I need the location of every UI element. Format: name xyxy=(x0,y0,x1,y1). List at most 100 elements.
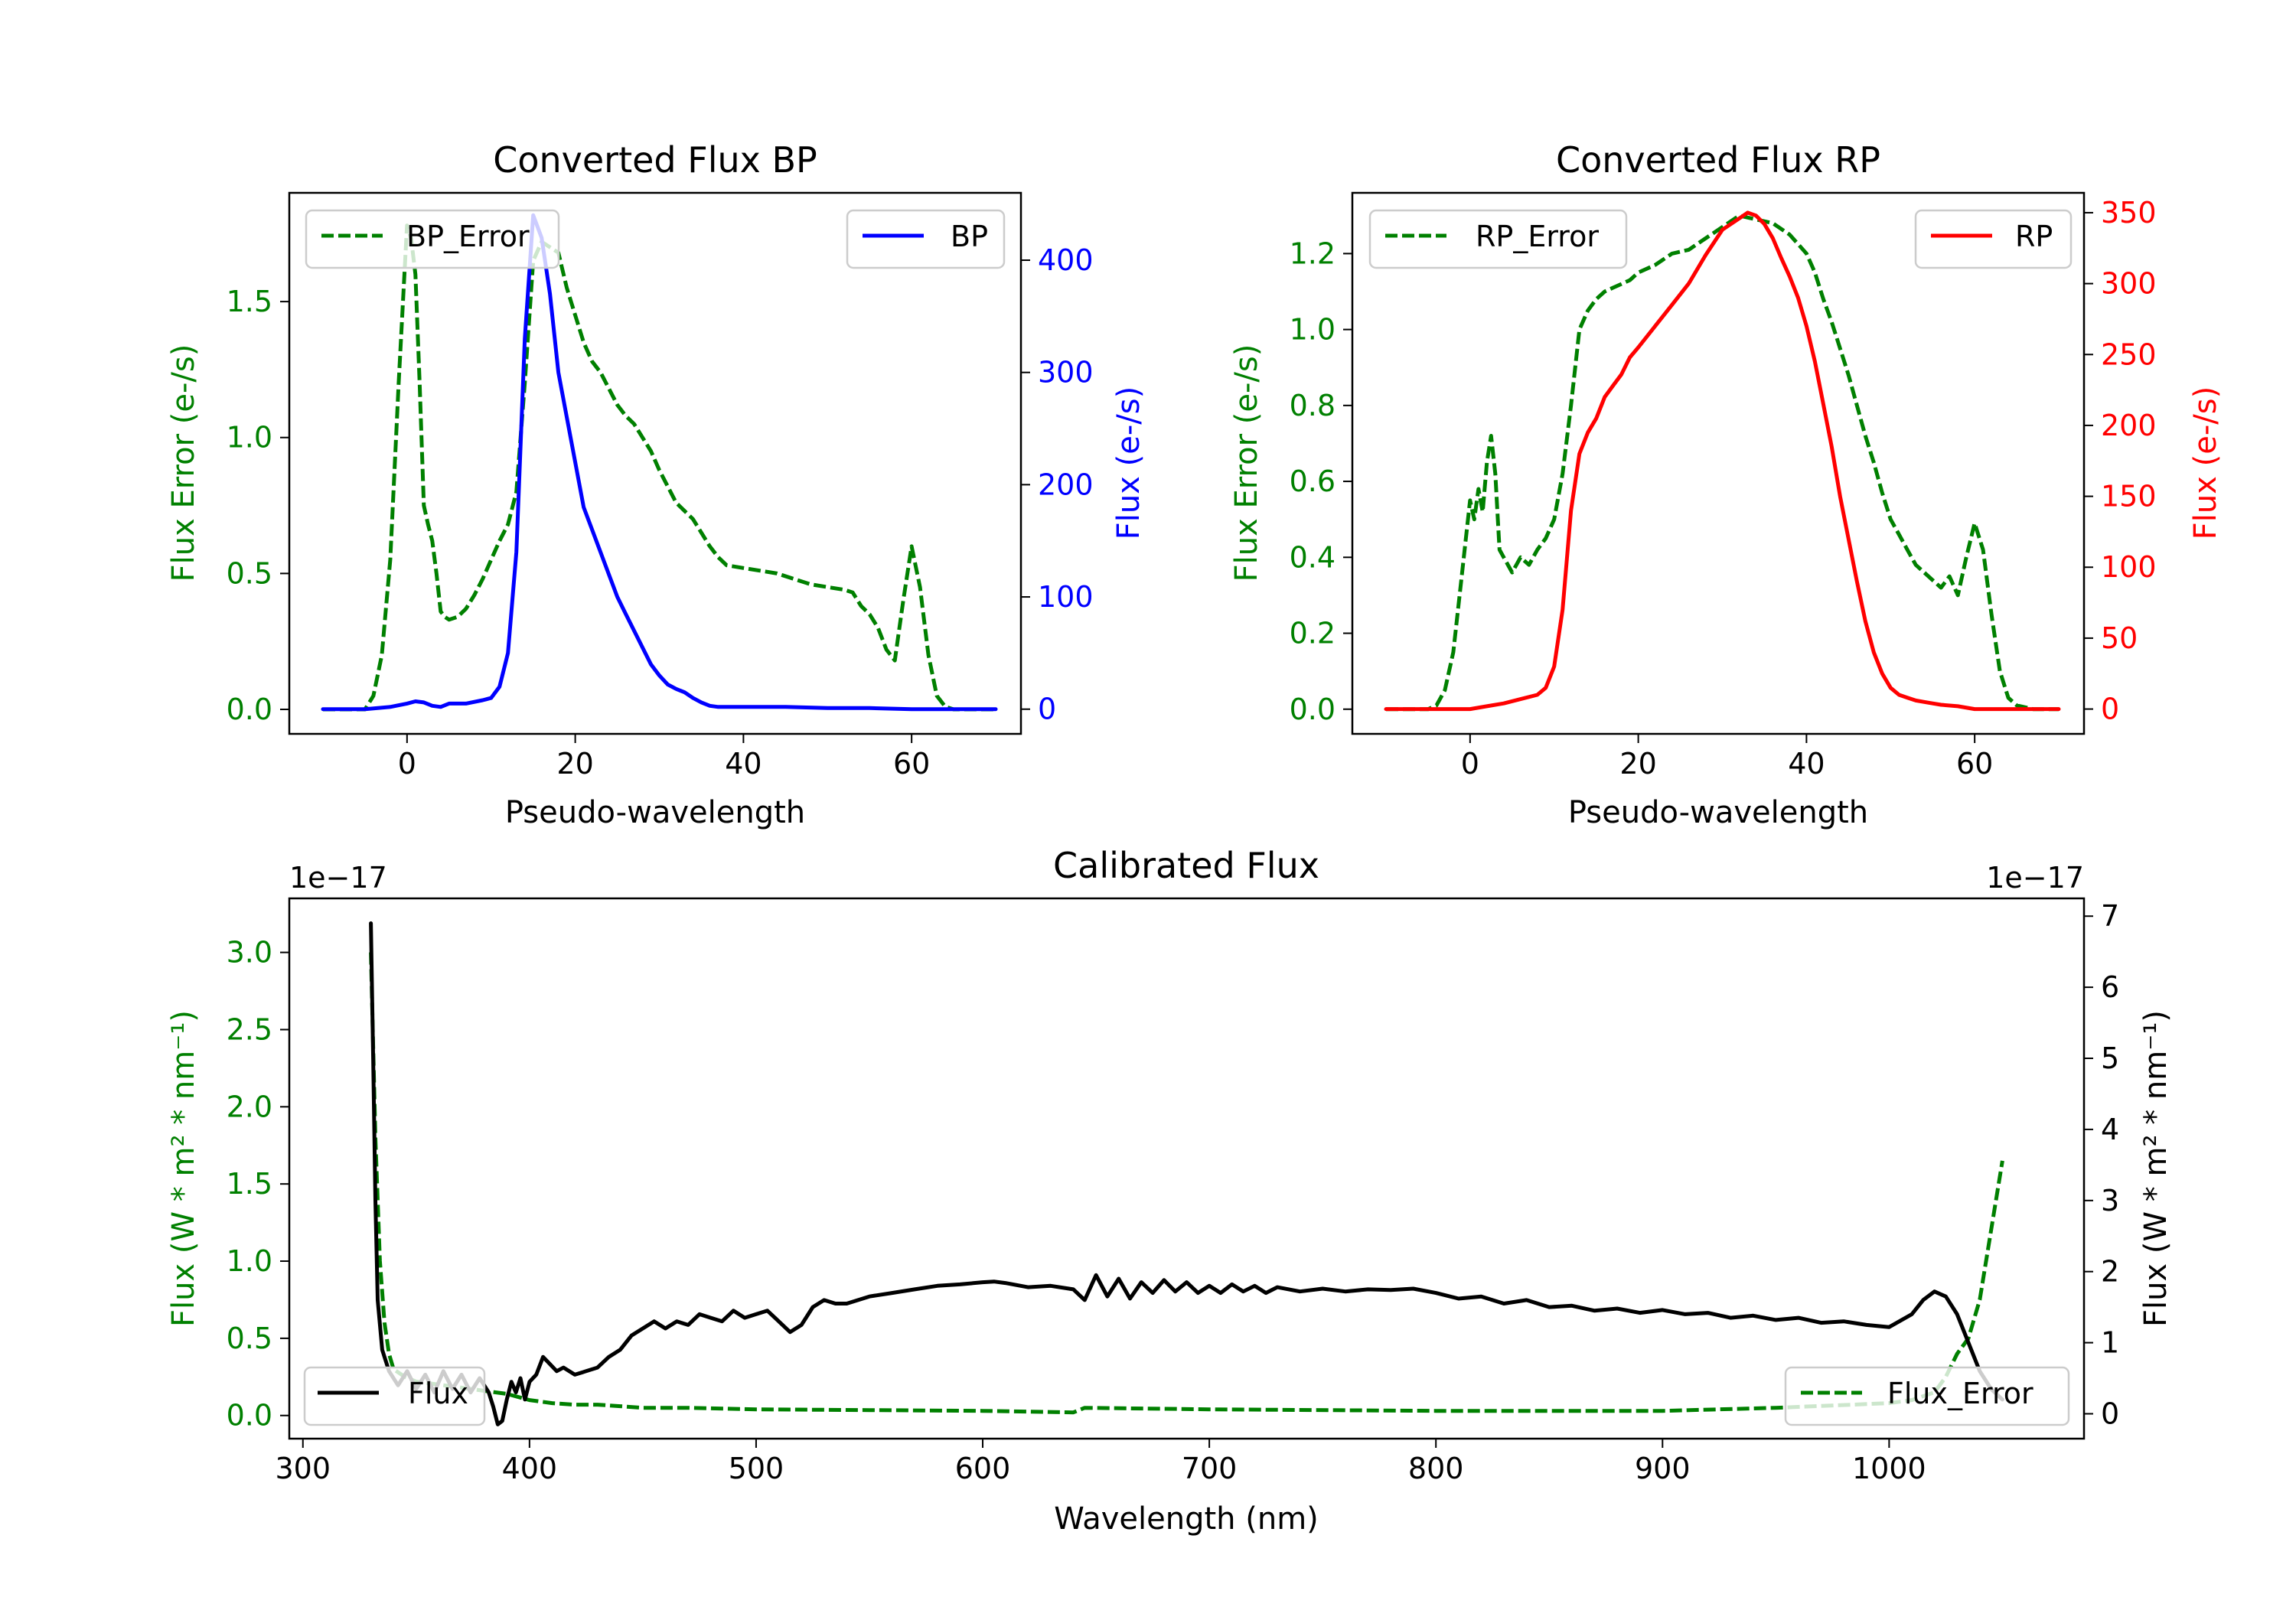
series-line-bp xyxy=(321,213,998,712)
rp-legend-error-label: RP_Error xyxy=(1476,220,1599,253)
y-left-tick-label: 0.0 xyxy=(1290,693,1336,726)
y-right-tick-label: 100 xyxy=(2101,550,2157,584)
rp-y-left-ticks: 0.0 0.2 0.4 0.6 0.8 1.0 1.2 xyxy=(1290,236,1352,726)
bp-y-right-label: Flux (e-/s) xyxy=(1111,386,1146,539)
cal-y-left-ticks: 0.0 0.5 1.0 1.5 2.0 2.5 3.0 xyxy=(227,936,289,1433)
y-right-tick-label: 300 xyxy=(1038,356,1094,390)
y-right-tick-label: 200 xyxy=(1038,468,1094,501)
panel-calibrated: Calibrated Flux 1e−17 1e−17 300 400 500 600… xyxy=(166,845,2174,1537)
rp-y-left-label: Flux Error (e-/s) xyxy=(1229,344,1264,582)
y-left-tick-label: 0.0 xyxy=(227,1399,272,1433)
bp-title: Converted Flux BP xyxy=(493,139,817,181)
rp-legend-flux-label: RP xyxy=(2015,220,2053,253)
y-left-tick-label: 2.0 xyxy=(227,1090,272,1123)
x-tick-label: 40 xyxy=(1788,747,1825,781)
y-right-tick-label: 400 xyxy=(1038,243,1094,277)
cal-axes-frame xyxy=(288,897,2086,1440)
rp-axes-frame xyxy=(1351,191,2086,735)
y-left-tick-label: 3.0 xyxy=(227,936,272,970)
bp-y-left-label: Flux Error (e-/s) xyxy=(166,344,201,582)
x-tick-label: 900 xyxy=(1635,1452,1691,1485)
x-tick-label: 400 xyxy=(502,1452,558,1485)
y-right-tick-label: 0 xyxy=(2101,693,2119,726)
y-left-tick-label: 0.5 xyxy=(227,1322,272,1355)
y-right-tick-label: 250 xyxy=(2101,337,2157,371)
x-tick-label: 20 xyxy=(1619,747,1656,781)
bp-legend-error-label: BP_Error xyxy=(406,220,530,253)
cal-title: Calibrated Flux xyxy=(1053,845,1319,886)
rp-title: Converted Flux RP xyxy=(1556,139,1880,181)
bp-y-left-ticks: 0.0 0.5 1.0 1.5 xyxy=(227,285,289,726)
cal-y-right-ticks: 0 1 2 3 4 5 6 7 xyxy=(2084,899,2119,1430)
y-left-tick-label: 0.2 xyxy=(1290,617,1336,650)
x-tick-label: 60 xyxy=(1956,747,1993,781)
bp-y-right-ticks: 0 100 200 300 400 xyxy=(1021,243,1094,726)
y-left-tick-label: 0.0 xyxy=(227,693,272,726)
y-right-tick-label: 350 xyxy=(2101,196,2157,230)
x-tick-label: 700 xyxy=(1182,1452,1238,1485)
y-left-tick-label: 2.5 xyxy=(227,1012,272,1046)
y-right-tick-label: 3 xyxy=(2101,1184,2119,1217)
y-left-tick-label: 0.6 xyxy=(1290,464,1336,498)
y-right-tick-label: 6 xyxy=(2101,970,2119,1004)
x-tick-label: 600 xyxy=(955,1452,1011,1485)
cal-legend-error: Flux_Error xyxy=(1784,1366,2070,1426)
cal-legend-flux-label: Flux xyxy=(408,1377,468,1410)
bp-legend-flux: BP xyxy=(846,209,1006,269)
cal-x-ticks: 300 400 500 600 700 800 900 1000 xyxy=(275,1439,1926,1485)
x-tick-label: 300 xyxy=(275,1452,331,1485)
series-line-flux xyxy=(369,921,2004,1426)
rp-x-ticks: 0 20 40 60 xyxy=(1461,734,1993,781)
y-left-tick-label: 1.0 xyxy=(227,1244,272,1278)
cal-legend-error-label: Flux_Error xyxy=(1887,1377,2033,1410)
bp-legend-flux-label: BP xyxy=(951,220,988,253)
x-tick-label: 800 xyxy=(1408,1452,1464,1485)
cal-y-right-label: Flux (W * m² * nm⁻¹) xyxy=(2138,1010,2174,1327)
y-right-tick-label: 7 xyxy=(2101,899,2119,933)
y-left-tick-label: 1.5 xyxy=(227,285,272,318)
y-left-tick-label: 0.5 xyxy=(227,556,272,590)
x-tick-label: 0 xyxy=(398,747,416,781)
cal-offset-left: 1e−17 xyxy=(289,861,387,895)
x-tick-label: 60 xyxy=(893,747,930,781)
y-left-tick-label: 1.0 xyxy=(1290,313,1336,347)
cal-y-left-label: Flux (W * m² * nm⁻¹) xyxy=(166,1010,201,1327)
y-right-tick-label: 5 xyxy=(2101,1041,2119,1075)
panel-bp: Converted Flux BP 0 20 40 60 0.0 0.5 1.0 1.5 0… xyxy=(166,139,1146,830)
bp-axes-frame xyxy=(288,191,1022,735)
bp-x-ticks: 0 20 40 60 xyxy=(398,734,930,781)
y-right-tick-label: 100 xyxy=(1038,580,1094,614)
series-line-rp xyxy=(1384,210,2061,712)
cal-legend-flux: Flux xyxy=(303,1366,486,1426)
cal-x-label: Wavelength (nm) xyxy=(1054,1501,1319,1537)
y-right-tick-label: 150 xyxy=(2101,480,2157,513)
panel-rp: Converted Flux RP 0 20 40 60 0.00.20.40.60.… xyxy=(1229,139,2223,830)
y-right-tick-label: 4 xyxy=(2101,1113,2119,1146)
y-left-tick-label: 0.8 xyxy=(1290,389,1336,422)
series-line-rp-error xyxy=(1386,214,2059,712)
x-tick-label: 20 xyxy=(556,747,593,781)
rp-x-label: Pseudo-wavelength xyxy=(1568,795,1868,830)
y-right-tick-label: 200 xyxy=(2101,409,2157,442)
y-right-tick-label: 0 xyxy=(1038,693,1056,726)
y-left-tick-label: 0.4 xyxy=(1290,540,1336,574)
bp-legend-error: BP_Error xyxy=(305,209,560,269)
rp-legend-flux: RP xyxy=(1914,209,2073,269)
cal-plot-area xyxy=(369,921,2004,1426)
bp-x-label: Pseudo-wavelength xyxy=(505,795,805,830)
y-left-tick-label: 1.2 xyxy=(1290,236,1336,270)
series-line-bp-error xyxy=(323,223,996,712)
rp-legend-error: RP_Error xyxy=(1368,209,1628,269)
y-right-tick-label: 0 xyxy=(2101,1397,2119,1430)
y-left-tick-label: 1.0 xyxy=(227,421,272,455)
y-right-tick-label: 2 xyxy=(2101,1255,2119,1289)
y-left-tick-label: 1.5 xyxy=(227,1167,272,1201)
bp-plot-area xyxy=(321,213,998,712)
y-right-tick-label: 50 xyxy=(2101,621,2138,655)
y-right-tick-label: 300 xyxy=(2101,267,2157,301)
y-right-tick-label: 1 xyxy=(2101,1326,2119,1360)
rp-y-right-ticks: 0 50 100 150 200 250 300 350 xyxy=(2084,196,2157,726)
x-tick-label: 1000 xyxy=(1852,1452,1926,1485)
x-tick-label: 500 xyxy=(729,1452,784,1485)
